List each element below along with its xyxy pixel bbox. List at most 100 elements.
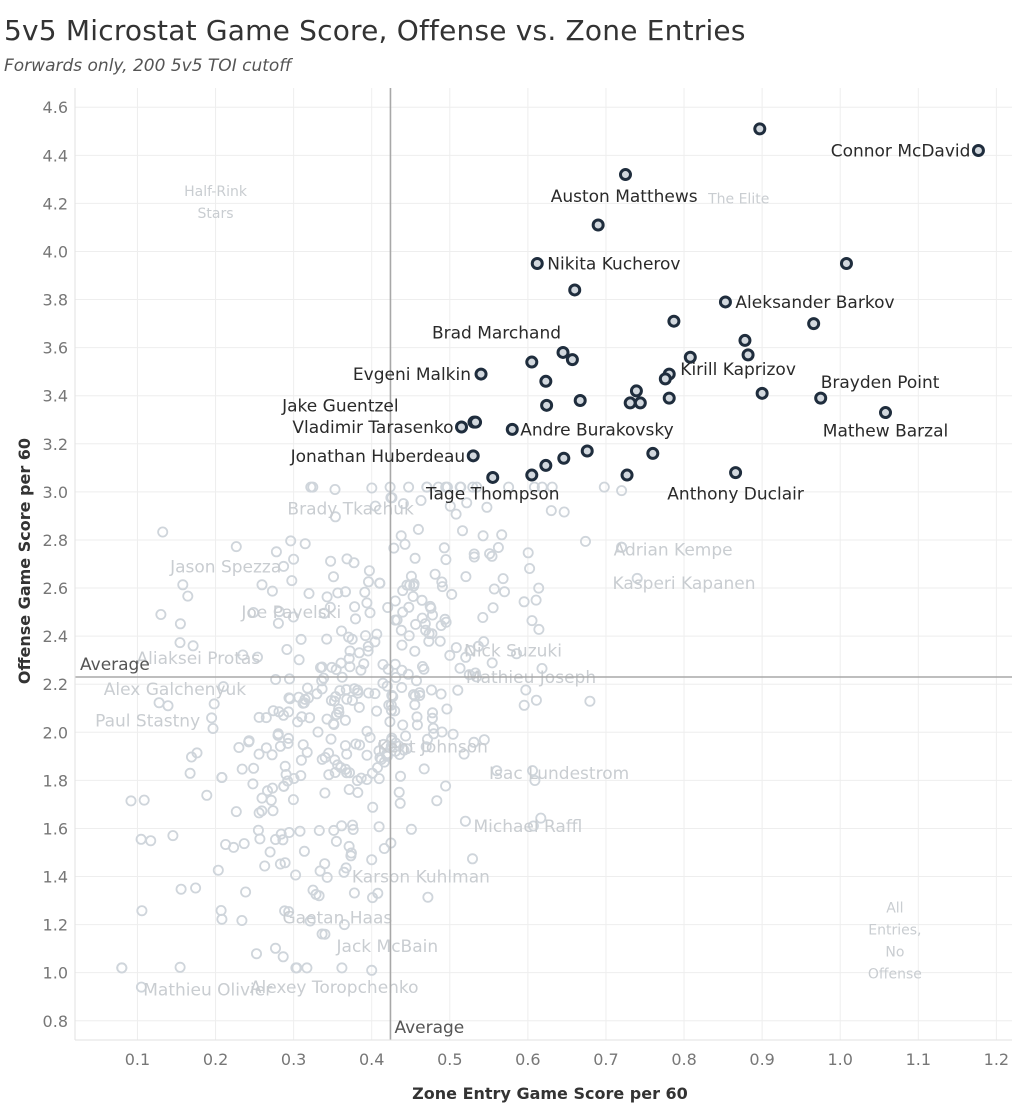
highlight-point [466,449,480,463]
background-point [311,688,323,700]
y-tick-label: 0.8 [43,1012,68,1031]
background-point [530,694,542,706]
background-point [420,741,432,753]
background-point [460,571,472,583]
background-point [407,591,419,603]
background-point [369,500,381,512]
player-label-muted: Nick Suzuki [464,642,562,662]
background-point [266,585,278,597]
background-point [301,682,313,694]
background-point [252,824,264,836]
y-axis-title: Offense Game Score per 60 [15,438,34,684]
background-point [238,838,250,850]
background-point [428,728,440,740]
background-point [125,795,137,807]
background-point [283,827,295,839]
background-point [400,730,412,742]
background-point [138,794,150,806]
background-point [478,734,490,746]
background-point [318,607,330,619]
player-label-muted: Karson Kuhlman [352,868,490,888]
highlight-point [539,374,553,388]
background-point [416,612,428,624]
background-point [290,962,302,974]
background-point [313,825,325,837]
highlight-point [618,168,632,182]
background-point [580,535,592,547]
average-y-label: Average [80,655,150,675]
background-point [304,915,316,927]
player-label-muted: Kent Johnson [377,738,488,758]
quadrant-label-line: Half-Rink [184,184,248,200]
player-label: Connor McDavid [831,142,971,162]
average-lines: Average Average [75,88,1012,1040]
background-point [616,541,628,553]
background-point [283,906,295,918]
background-point [318,672,330,684]
player-label-muted: Aliaksei Protas [137,649,261,669]
highlight-point [568,283,582,297]
background-point [329,754,341,766]
axes: 0.1 0.2 0.3 0.4 0.5 0.6 0.7 0.8 0.9 1.0 1.1 1.2 0.8 1… [43,88,1012,1069]
background-point [427,722,439,734]
background-point [426,609,438,621]
background-point [207,723,219,735]
background-point [409,699,421,711]
background-point [361,774,373,786]
quadrant-label-line: No [885,945,904,961]
background-point [116,962,128,974]
background-point [324,601,336,613]
background-point [528,481,540,493]
background-point [497,573,509,585]
background-point [304,712,316,724]
background-point [267,805,279,817]
highlight-point [539,458,553,472]
highlight-point [667,314,681,328]
background-point [301,746,313,758]
highlight-point [525,355,539,369]
background-point [520,684,532,696]
background-point [230,541,242,553]
background-point [275,828,287,840]
background-point [533,582,545,594]
background-point [256,579,268,591]
background-point [230,806,242,818]
background-point [212,864,224,876]
background-point [272,617,284,629]
background-point [498,586,510,598]
background-point [301,962,313,974]
highlight-point [580,444,594,458]
highlight-point [557,451,571,465]
background-point [359,630,371,642]
background-point [518,699,530,711]
highlight-point [662,391,676,405]
background-point [278,780,290,792]
y-tick-label: 1.4 [43,868,68,887]
background-point [254,833,266,845]
background-point [363,687,375,699]
background-point [484,548,496,560]
background-point [247,607,259,619]
background-point [388,542,400,554]
background-point [344,645,356,657]
background-point [401,743,413,755]
background-point [187,640,199,652]
player-label: Brayden Point [821,373,940,393]
background-point [278,560,290,572]
player-label-muted: Mathieu Joseph [466,668,596,688]
y-tick-label: 3.0 [43,483,68,502]
background-point [436,581,448,593]
player-label-muted: Adrian Kempe [614,541,733,561]
background-point [481,501,493,513]
background-point [378,843,390,855]
background-point [394,770,406,782]
background-point [439,613,451,625]
grid-lines [75,88,1012,1040]
background-point [403,630,415,642]
background-point [285,535,297,547]
background-point [426,707,438,719]
background-point [287,611,299,623]
background-point [314,865,326,877]
background-point [253,748,265,760]
highlight-point [683,350,697,364]
